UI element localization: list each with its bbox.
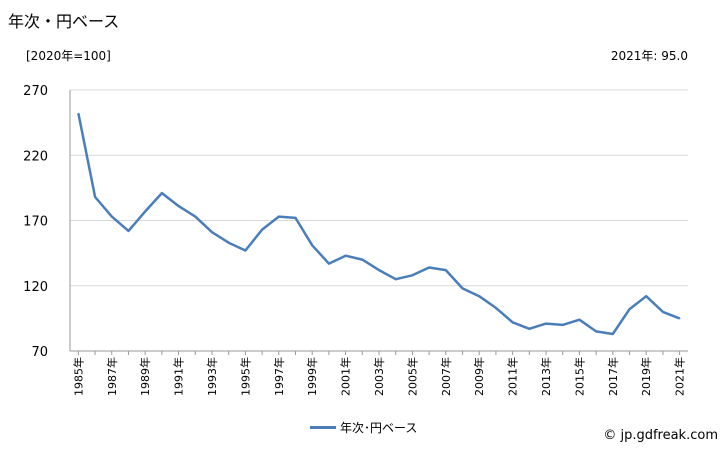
data-point	[144, 210, 146, 213]
data-point	[194, 215, 197, 218]
x-tick-label: 1997年	[272, 357, 286, 396]
data-point	[445, 269, 447, 271]
x-tick-label: 2001年	[339, 357, 353, 396]
data-point	[261, 228, 263, 231]
data-point	[578, 318, 581, 321]
data-point	[94, 196, 96, 198]
data-point	[177, 205, 180, 207]
y-axis: 270 220 170 120 70	[23, 84, 71, 360]
data-point	[511, 321, 514, 324]
data-point	[545, 322, 547, 325]
y-tick-label: 170	[23, 215, 48, 230]
credit-text: © jp.gdfreak.com	[603, 428, 718, 443]
x-tick-label: 2013年	[539, 357, 553, 396]
data-point	[110, 215, 113, 218]
data-point	[495, 307, 497, 309]
x-tick-label: 2003年	[372, 357, 386, 396]
data-point	[645, 295, 648, 297]
data-point	[394, 278, 397, 281]
data-point	[161, 192, 163, 194]
x-tick-label: 2011年	[506, 357, 520, 396]
data-point	[378, 269, 380, 271]
data-point	[411, 274, 414, 277]
data-point	[294, 217, 297, 219]
unit-label: [2020年=100]	[26, 49, 111, 63]
data-point	[561, 324, 564, 326]
y-tick-label: 270	[23, 84, 48, 99]
x-tick-label: 2007年	[439, 357, 453, 396]
x-tick-label: 2017年	[606, 357, 620, 396]
legend-label: 年次･円ベース	[340, 421, 418, 435]
x-tick-label: 2009年	[472, 357, 486, 396]
x-tick-label: 2005年	[405, 357, 419, 396]
x-tick-label: 1985年	[71, 357, 85, 396]
x-tick-label: 2019年	[639, 357, 653, 396]
y-tick-label: 70	[31, 345, 48, 360]
data-point	[127, 230, 130, 232]
data-point	[344, 254, 347, 257]
data-point	[328, 262, 330, 265]
series-line	[77, 113, 681, 336]
data-point	[461, 287, 464, 290]
data-point	[311, 244, 313, 247]
data-point	[628, 308, 631, 311]
x-tick-label: 2015年	[572, 357, 586, 396]
data-point	[428, 266, 430, 269]
x-tick-label: 2021年	[673, 357, 687, 396]
x-tick-label: 1993年	[205, 357, 219, 396]
data-point	[662, 311, 664, 313]
latest-value-label: 2021年: 95.0	[610, 49, 688, 63]
x-axis: 1985年 1987年 1989年 1991年 1993年 1995年 1997年 1999年…	[71, 351, 687, 396]
data-point	[77, 112, 80, 115]
y-tick-label: 120	[23, 280, 48, 295]
legend: 年次･円ベース	[310, 419, 417, 436]
data-point	[612, 333, 614, 335]
data-point	[678, 317, 681, 320]
data-point	[595, 330, 597, 333]
x-tick-label: 1991年	[172, 357, 186, 396]
chart-title: 年次・円ベース	[8, 12, 120, 31]
x-tick-label: 1995年	[238, 357, 252, 396]
data-point	[211, 231, 213, 234]
grid-lines	[70, 89, 688, 352]
y-tick-label: 220	[23, 149, 48, 164]
series-group	[77, 112, 681, 336]
data-point	[244, 249, 247, 252]
x-tick-label: 1987年	[105, 357, 119, 396]
x-tick-label: 1989年	[138, 357, 152, 396]
legend-swatch	[310, 426, 336, 429]
data-point	[227, 241, 230, 244]
x-tick-label: 1999年	[305, 357, 319, 396]
data-point	[361, 258, 364, 261]
data-point	[478, 295, 481, 297]
data-point	[528, 328, 531, 330]
data-point	[277, 215, 280, 218]
